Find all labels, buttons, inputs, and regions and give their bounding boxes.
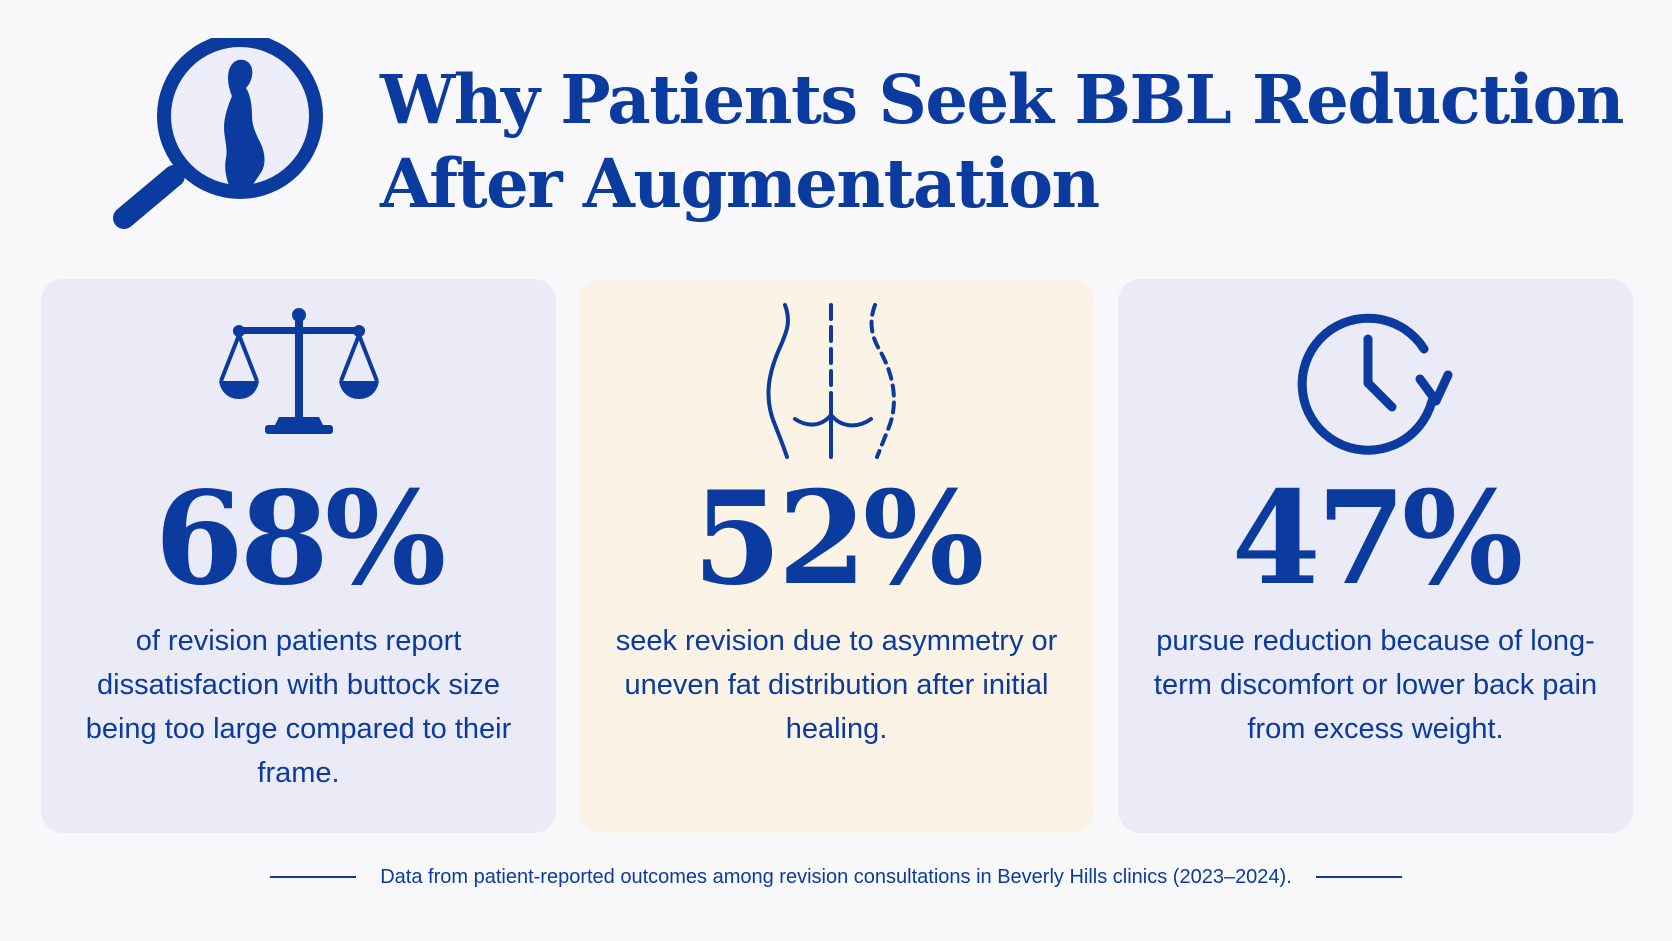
stat-card-asymmetry: 52% seek revision due to asymmetry or un… xyxy=(579,279,1094,833)
magnifier-silhouette-icon xyxy=(113,38,323,229)
source-note: Data from patient-reported outcomes amon… xyxy=(380,865,1292,888)
stat-card-dissatisfaction: 68% of revision patients report dissatis… xyxy=(41,279,556,833)
title-line-2: After Augmentation xyxy=(380,144,1100,223)
page-title: Why Patients Seek BBL Reduction After Au… xyxy=(380,58,1625,226)
clock-refresh-icon xyxy=(1297,313,1452,455)
stat-value: 47% xyxy=(1231,464,1524,614)
scales-icon xyxy=(218,308,379,434)
stat-card-discomfort: 47% pursue reduction because of long-ter… xyxy=(1118,279,1633,833)
header: Why Patients Seek BBL Reduction After Au… xyxy=(110,38,1625,238)
footer: Data from patient-reported outcomes amon… xyxy=(0,862,1672,892)
stat-description: pursue reduction because of long-term di… xyxy=(1153,625,1598,745)
stat-description: seek revision due to asymmetry or uneven… xyxy=(615,625,1058,745)
stat-value: 52% xyxy=(692,464,985,614)
title-line-1: Why Patients Seek BBL Reduction xyxy=(380,60,1625,139)
footer-rule-right xyxy=(1315,876,1402,878)
stat-description: of revision patients report dissatisfact… xyxy=(85,625,512,789)
body-contour-icon xyxy=(765,303,896,459)
footer-rule-left xyxy=(270,876,357,878)
stat-value: 68% xyxy=(154,464,447,614)
